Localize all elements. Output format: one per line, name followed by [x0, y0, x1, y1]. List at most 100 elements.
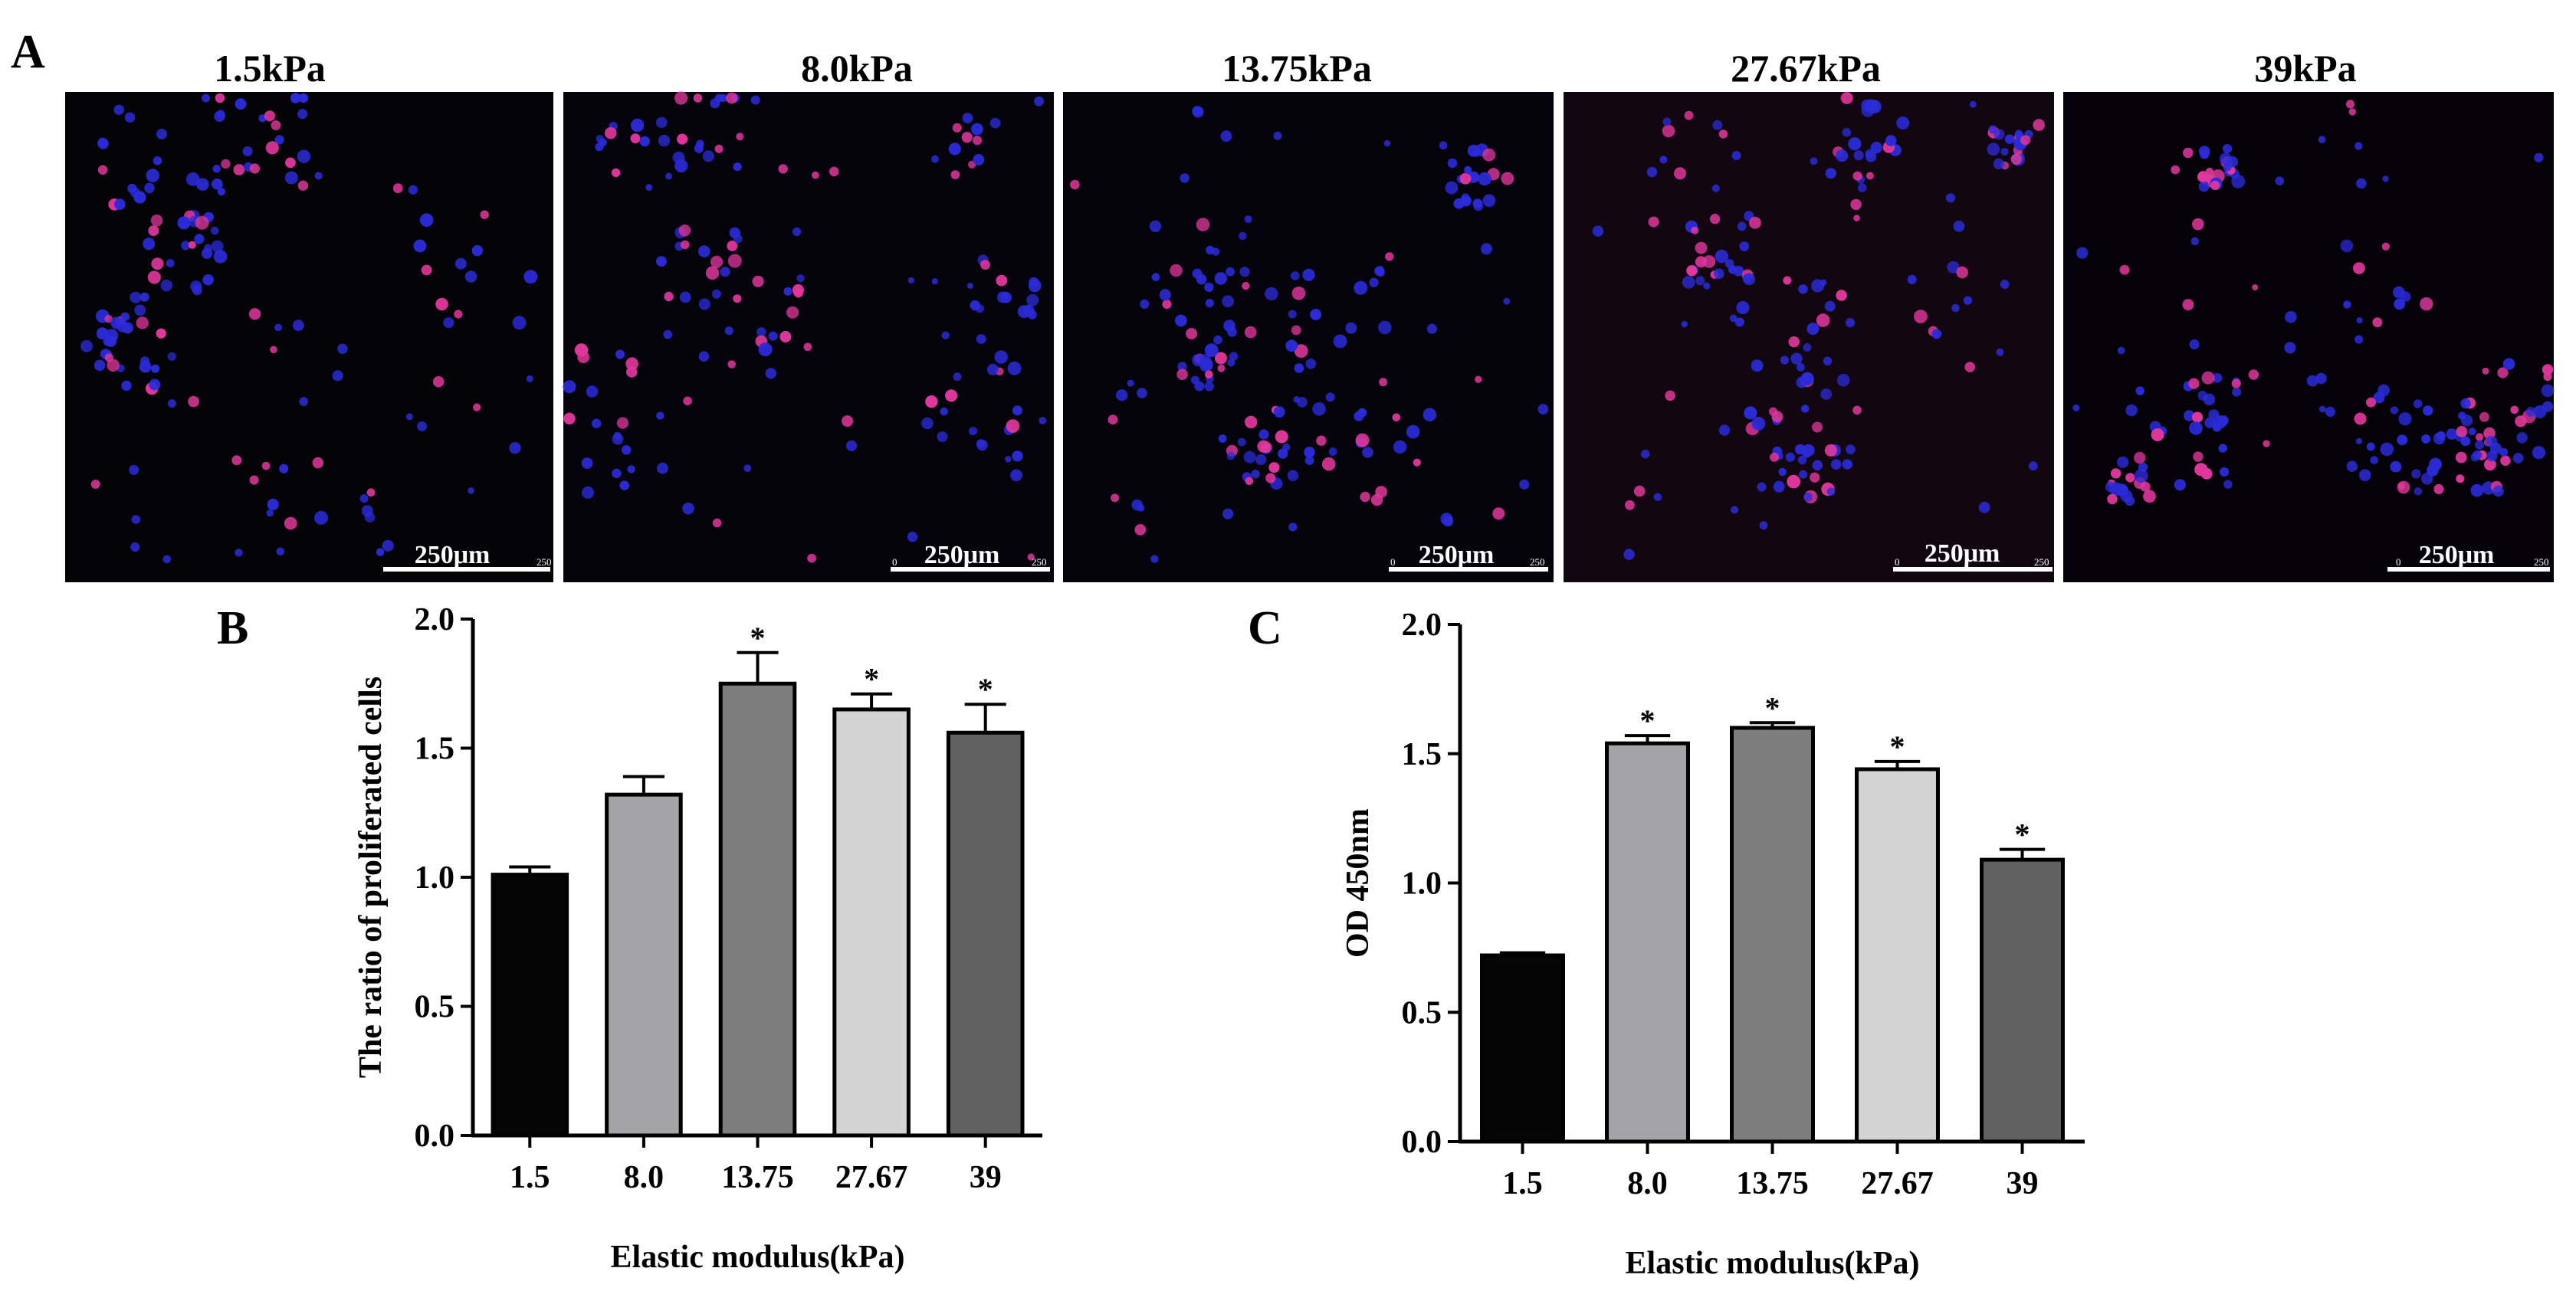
cell-nucleus [639, 136, 650, 147]
cell-nucleus [727, 241, 738, 251]
cell-nucleus [2203, 393, 2216, 406]
cell-nucleus [139, 292, 149, 302]
cell-nucleus [1010, 469, 1022, 482]
cell-nucleus [261, 461, 271, 470]
x-axis-title: Elastic modulus(kPa) [611, 1240, 905, 1275]
cell-nucleus [1239, 231, 1247, 241]
cell-nucleus [2345, 100, 2355, 109]
cell-nucleus [1206, 245, 1215, 254]
cell-nucleus [2472, 450, 2482, 460]
cell-nucleus [2198, 146, 2210, 158]
cell-nucleus [2458, 411, 2466, 420]
cell-nucleus [1475, 375, 1482, 383]
cell-nucleus [337, 343, 348, 354]
x-tick-label: 1.5 [510, 1160, 550, 1195]
cell-nucleus [2125, 496, 2135, 506]
cell-nucleus [1836, 290, 1847, 301]
cell-nucleus [1731, 506, 1739, 514]
cell-nucleus [612, 468, 622, 479]
panel-a-microscopy: A 1.5kPa 8.0kPa 13.75kPa 27.67kPa 39kPa … [11, 26, 2555, 582]
cell-nucleus [2380, 442, 2394, 457]
cell-nucleus [1447, 158, 1458, 169]
cell-nucleus [765, 368, 776, 379]
cell-nucleus [1186, 328, 1198, 339]
cell-nucleus [968, 427, 978, 436]
cell-nucleus [2455, 451, 2467, 464]
cell-nucleus [1665, 390, 1675, 401]
cell-nucleus [1273, 406, 1285, 418]
cell-nucleus [1623, 549, 1635, 560]
cell-nucleus [2000, 147, 2009, 156]
cell-nucleus [192, 285, 202, 296]
cell-nucleus [314, 510, 328, 525]
cell-nucleus [267, 498, 279, 511]
cell-nucleus [2190, 237, 2200, 246]
scale-bar-1: 250μm 250 [383, 541, 552, 572]
cell-nucleus [1287, 470, 1299, 481]
cell-nucleus [829, 166, 839, 177]
scale-bar-2: 250μm 0 250 [891, 541, 1050, 572]
cell-nucleus [619, 480, 629, 490]
cell-nucleus [2182, 299, 2194, 311]
cell-nucleus [215, 93, 225, 103]
cell-nucleus [682, 502, 694, 515]
cell-nucleus [1478, 172, 1491, 186]
cell-nucleus [1736, 301, 1750, 314]
cell-nucleus [1501, 172, 1514, 185]
cell-nucleus [443, 317, 454, 329]
cell-nucleus [2107, 493, 2118, 505]
cell-nucleus [2414, 487, 2423, 496]
cell-nucleus [845, 440, 858, 452]
cell-nucleus [1703, 282, 1711, 290]
cell-nucleus [1111, 493, 1119, 503]
cell-nucleus [1718, 129, 1728, 139]
cell-nucleus [153, 156, 162, 165]
image-title-3: 13.75kPa [1222, 47, 1372, 90]
cell-nucleus [1005, 456, 1012, 463]
cell-nucleus [526, 375, 533, 382]
cell-nucleus [720, 267, 730, 277]
cell-nucleus [1731, 151, 1741, 160]
cell-nucleus [1149, 220, 1162, 232]
cell-nucleus [1830, 459, 1842, 470]
cell-nucleus [907, 532, 918, 542]
cell-nucleus [1653, 493, 1662, 502]
cell-nucleus [1799, 470, 1807, 479]
cell-nucleus [2366, 442, 2375, 451]
cell-nucleus [724, 326, 733, 336]
cell-nucleus [417, 421, 427, 431]
cell-nucleus [2174, 479, 2186, 491]
cell-nucleus [2198, 181, 2210, 192]
cell-nucleus [1127, 379, 1134, 387]
cell-nucleus [1870, 142, 1882, 154]
cell-nucleus [1406, 424, 1420, 439]
cell-nucleus [1820, 279, 1827, 287]
cell-nucleus [1260, 441, 1272, 454]
cell-nucleus [1413, 458, 1421, 467]
cell-nucleus [1265, 473, 1276, 483]
cell-nucleus [2516, 432, 2528, 444]
cell-nucleus [2515, 415, 2527, 428]
cell-nucleus [779, 331, 792, 342]
y-tick-label: 1.5 [1402, 737, 1442, 772]
cell-nucleus [1325, 392, 1335, 402]
cell-nucleus [1492, 507, 1505, 520]
cell-nucleus [976, 439, 988, 451]
cell-nucleus [464, 270, 477, 283]
cell-nucleus [1674, 167, 1686, 180]
cell-nucleus [1159, 289, 1171, 301]
bar [491, 873, 569, 1138]
cell-nucleus [2446, 428, 2458, 441]
cell-nucleus [733, 234, 743, 244]
cell-nucleus [2460, 436, 2471, 447]
cell-nucleus [2532, 446, 2546, 460]
cell-nucleus [2482, 367, 2489, 375]
cell-nucleus [1140, 299, 1150, 309]
cell-nucleus [966, 283, 973, 290]
cell-nucleus [2348, 108, 2357, 116]
cell-nucleus [2534, 152, 2544, 162]
cell-nucleus [1245, 415, 1258, 429]
x-tick-label: 1.5 [1502, 1166, 1543, 1201]
cell-nucleus [1718, 424, 1731, 436]
cell-nucleus [2119, 264, 2130, 275]
